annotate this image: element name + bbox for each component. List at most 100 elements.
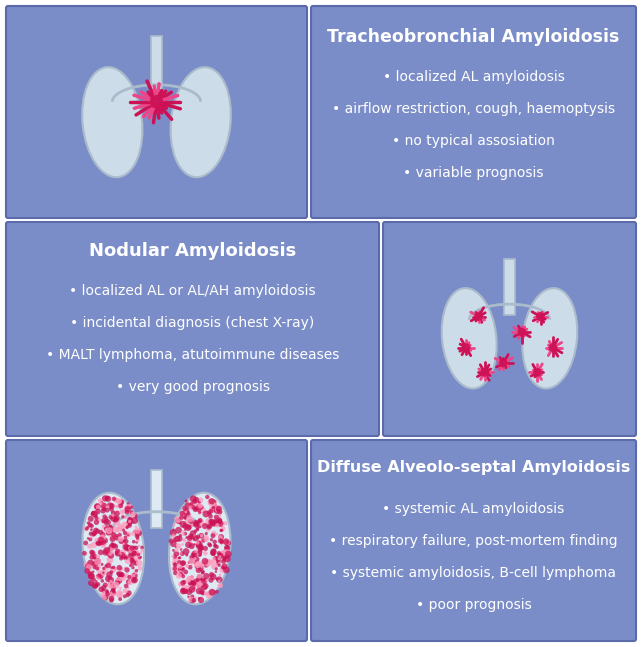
Ellipse shape — [442, 288, 497, 388]
Circle shape — [220, 566, 226, 573]
Circle shape — [119, 573, 124, 577]
Circle shape — [184, 510, 187, 514]
Circle shape — [100, 536, 103, 540]
Circle shape — [180, 560, 186, 566]
Text: • respiratory failure, post-mortem finding: • respiratory failure, post-mortem findi… — [329, 534, 618, 548]
Circle shape — [200, 584, 207, 591]
Circle shape — [188, 580, 194, 586]
Circle shape — [97, 575, 101, 579]
Circle shape — [193, 578, 199, 585]
Circle shape — [98, 576, 101, 579]
Text: • systemic AL amyloidosis: • systemic AL amyloidosis — [383, 502, 564, 516]
Circle shape — [127, 517, 133, 523]
Circle shape — [127, 532, 130, 534]
Circle shape — [85, 527, 89, 531]
Circle shape — [209, 572, 214, 577]
Circle shape — [123, 595, 126, 598]
Circle shape — [182, 538, 187, 542]
Circle shape — [110, 582, 114, 587]
Circle shape — [189, 543, 194, 549]
Circle shape — [84, 568, 90, 574]
Circle shape — [117, 503, 123, 509]
Circle shape — [193, 501, 198, 507]
Circle shape — [197, 540, 201, 545]
Circle shape — [96, 540, 101, 546]
Circle shape — [204, 537, 209, 542]
Circle shape — [189, 597, 195, 603]
Circle shape — [182, 506, 187, 510]
Circle shape — [198, 518, 203, 523]
Circle shape — [224, 555, 230, 562]
Circle shape — [212, 566, 216, 570]
Circle shape — [180, 510, 184, 516]
Circle shape — [208, 578, 214, 583]
Circle shape — [196, 576, 201, 581]
Circle shape — [105, 547, 112, 554]
Circle shape — [121, 521, 128, 528]
Circle shape — [135, 530, 139, 534]
Circle shape — [173, 563, 176, 566]
Circle shape — [117, 533, 122, 537]
Circle shape — [131, 551, 137, 556]
Circle shape — [214, 507, 220, 514]
Circle shape — [135, 534, 139, 538]
Circle shape — [189, 502, 193, 506]
Circle shape — [214, 545, 219, 549]
Circle shape — [517, 328, 526, 336]
Circle shape — [91, 582, 98, 588]
Circle shape — [139, 552, 142, 555]
Circle shape — [176, 543, 181, 549]
Circle shape — [191, 553, 195, 556]
Circle shape — [87, 543, 92, 549]
Circle shape — [181, 575, 185, 578]
Circle shape — [202, 558, 208, 565]
Circle shape — [135, 572, 137, 575]
Circle shape — [126, 545, 132, 551]
Circle shape — [196, 534, 200, 539]
Circle shape — [106, 571, 112, 578]
Circle shape — [122, 541, 128, 547]
Circle shape — [114, 510, 120, 516]
Circle shape — [187, 576, 191, 580]
Circle shape — [94, 504, 99, 509]
Circle shape — [131, 517, 138, 524]
Circle shape — [127, 553, 134, 560]
Circle shape — [134, 560, 138, 564]
Circle shape — [116, 534, 118, 537]
Circle shape — [135, 541, 138, 543]
Circle shape — [126, 506, 130, 509]
Circle shape — [175, 527, 182, 534]
Circle shape — [180, 581, 183, 584]
Circle shape — [92, 571, 94, 573]
Circle shape — [117, 524, 123, 529]
Circle shape — [222, 558, 227, 562]
Circle shape — [183, 509, 189, 515]
Circle shape — [98, 537, 105, 543]
Text: • variable prognosis: • variable prognosis — [403, 166, 544, 180]
Circle shape — [211, 531, 216, 536]
FancyBboxPatch shape — [383, 222, 636, 436]
Circle shape — [123, 539, 128, 544]
Circle shape — [103, 549, 108, 556]
Circle shape — [173, 537, 178, 542]
Circle shape — [182, 587, 188, 594]
Circle shape — [190, 523, 193, 527]
Circle shape — [217, 520, 223, 527]
Circle shape — [217, 509, 223, 514]
Circle shape — [96, 505, 100, 509]
Circle shape — [189, 501, 194, 505]
Circle shape — [96, 564, 101, 569]
Circle shape — [125, 558, 131, 564]
Circle shape — [210, 551, 215, 556]
Circle shape — [193, 557, 196, 560]
Circle shape — [191, 522, 195, 527]
Circle shape — [100, 542, 107, 548]
Circle shape — [87, 526, 90, 529]
Circle shape — [198, 597, 204, 603]
Circle shape — [116, 577, 122, 584]
Circle shape — [197, 575, 200, 578]
Circle shape — [129, 564, 132, 567]
Circle shape — [198, 511, 201, 515]
Circle shape — [111, 532, 116, 537]
Circle shape — [170, 540, 177, 547]
